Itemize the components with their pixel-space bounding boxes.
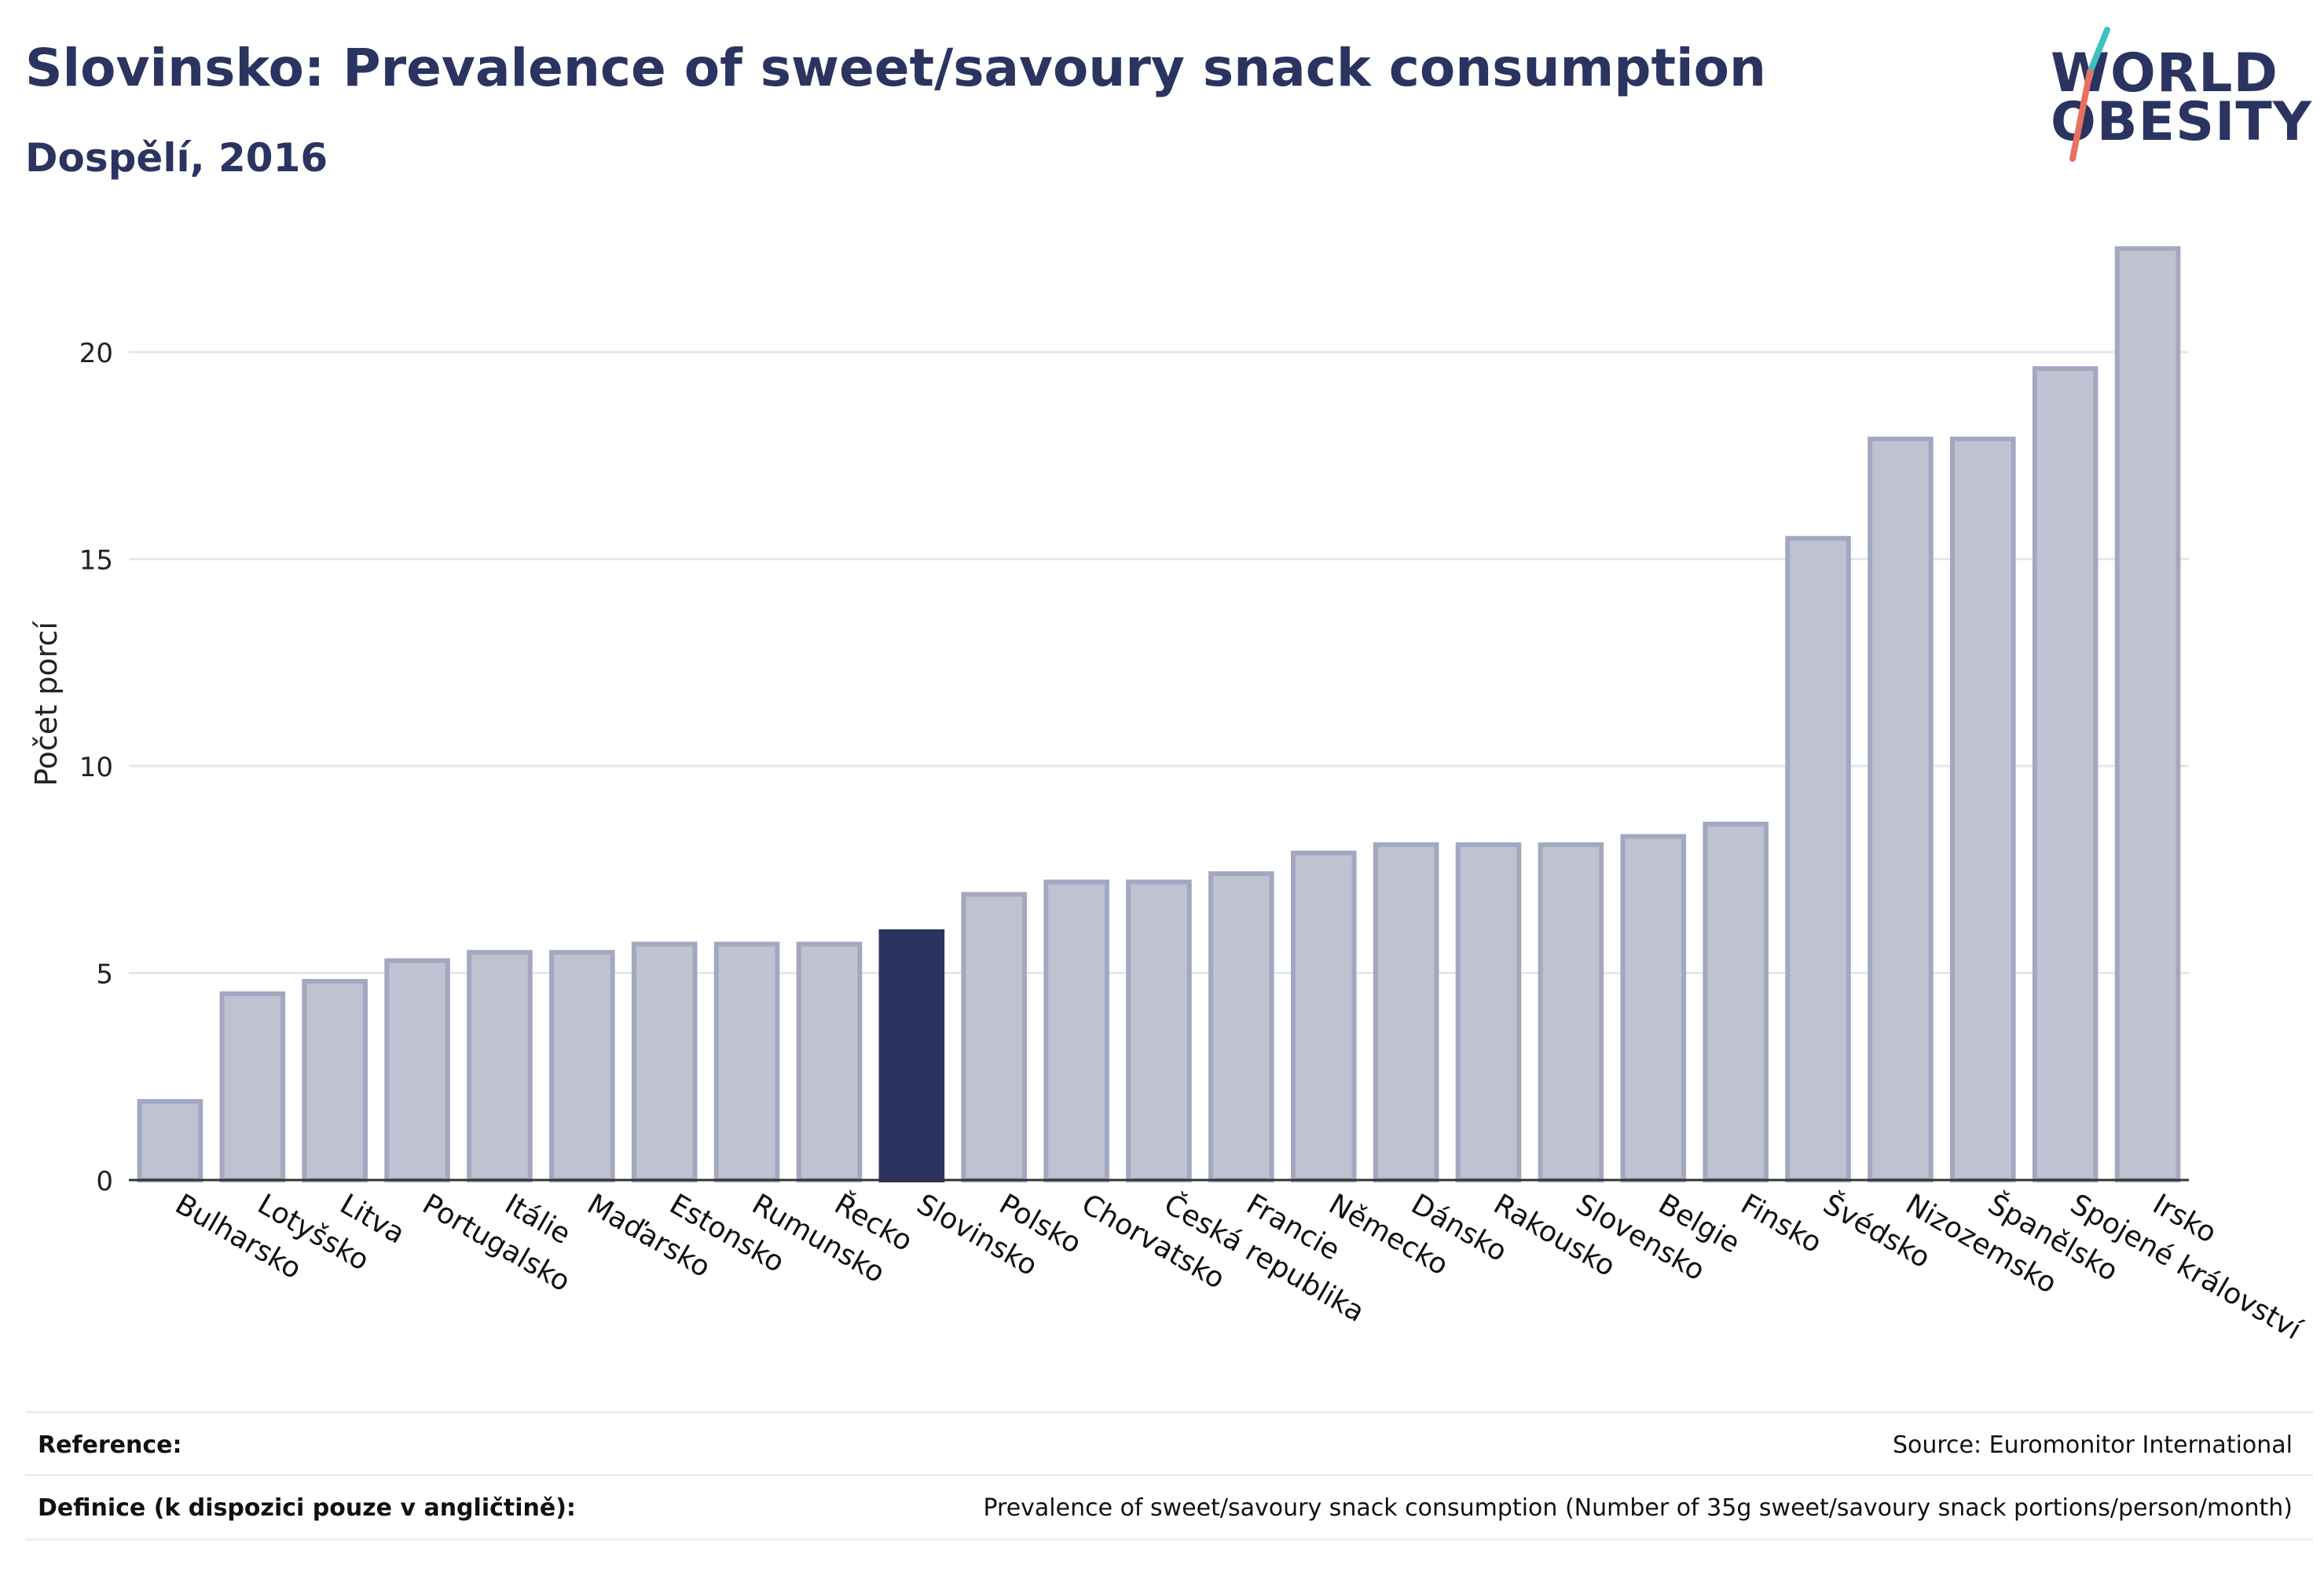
bar-německo (1290, 850, 1357, 1182)
bar-litva (302, 979, 368, 1183)
bar-maďarsko (549, 950, 615, 1183)
bar-irsko (2114, 246, 2181, 1183)
bar-nizozemsko (1868, 436, 1934, 1182)
logo-text-obesity: OBESITY (2051, 91, 2312, 153)
bar-bulharsko (137, 1098, 203, 1183)
y-tick-label: 0 (96, 1166, 113, 1197)
y-tick-label: 15 (79, 545, 113, 577)
logo-slash-icon (2069, 27, 2110, 162)
bar-slovensko (1538, 842, 1604, 1182)
y-tick-labels: 0 5 10 15 20 (79, 338, 113, 1197)
bar-španělsko (1949, 436, 2016, 1182)
y-axis-label: Počet porcí (29, 621, 64, 786)
bar-švédsko (1785, 536, 1851, 1182)
definition-value: Prevalence of sweet/savoury snack consum… (983, 1494, 2293, 1522)
definition-label: Definice (k dispozici pouze v angličtině… (38, 1494, 576, 1522)
bar-finsko (1703, 821, 1769, 1182)
bar-belgie (1620, 834, 1687, 1182)
footer-divider-bottom (25, 1538, 2313, 1541)
bar-lotyšsko (219, 991, 286, 1182)
bar-chorvatsko (1043, 879, 1109, 1182)
chart-title: Slovinsko: Prevalence of sweet/savoury s… (25, 38, 1766, 98)
y-tick-label: 5 (96, 959, 113, 991)
bar-spojené-království (2032, 366, 2099, 1183)
bar-rumunsko (713, 941, 780, 1182)
x-tick-label: Finsko (1736, 1188, 1827, 1259)
bars (137, 246, 2181, 1183)
chart-subtitle: Dospělí, 2016 (25, 135, 328, 181)
bar-řecko (796, 941, 863, 1182)
bar-itálie (467, 950, 533, 1183)
y-tick-label: 10 (79, 752, 113, 783)
bar-dánsko (1373, 842, 1439, 1182)
bar-portugalsko (384, 958, 450, 1182)
bar-francie (1208, 871, 1274, 1182)
footer-divider-top (25, 1411, 2313, 1413)
footer-divider-middle (25, 1474, 2313, 1476)
bar-slovinsko (878, 929, 945, 1182)
bar-rakousko (1455, 842, 1522, 1182)
reference-value: Source: Euromonitor International (1892, 1431, 2293, 1459)
reference-label: Reference: (38, 1431, 182, 1459)
bar-česká-republika (1126, 879, 1192, 1182)
y-tick-label: 20 (79, 338, 113, 369)
bar-polsko (961, 892, 1028, 1183)
bar-estonsko (631, 941, 698, 1182)
world-obesity-logo: WORLD OBESITY (2051, 24, 2312, 173)
